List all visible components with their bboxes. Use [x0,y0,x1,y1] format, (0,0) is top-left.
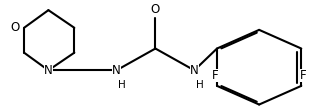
Text: H: H [196,80,204,90]
Text: N: N [44,64,53,77]
Text: O: O [151,3,160,16]
Text: F: F [212,69,219,82]
Text: F: F [300,69,306,82]
Text: O: O [10,21,20,34]
Text: N: N [112,64,121,77]
Text: H: H [118,80,126,90]
Text: N: N [190,64,199,77]
